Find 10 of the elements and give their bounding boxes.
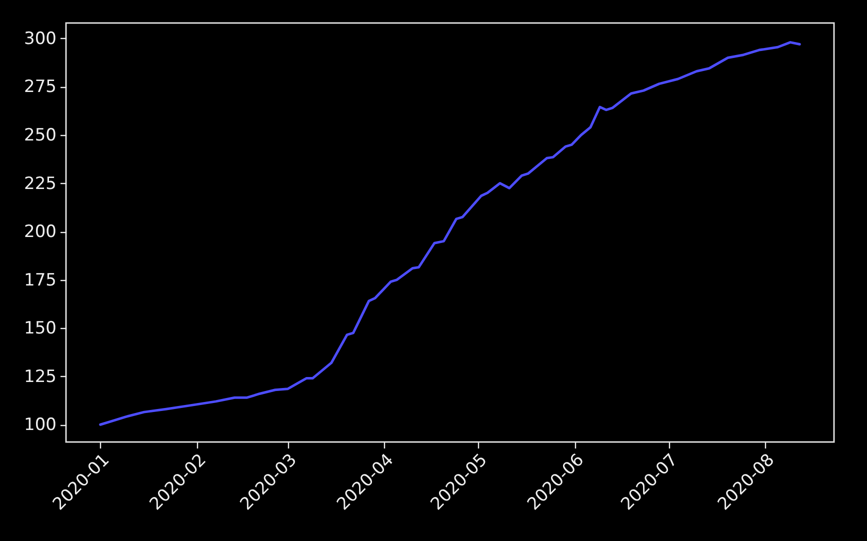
y-tick-label: 100 [24,415,56,436]
y-tick-label: 225 [24,174,56,194]
y-tick-label: 300 [24,28,56,49]
y-tick-label: 175 [24,270,56,290]
y-tick-label: 250 [24,125,56,146]
y-tick-label: 125 [24,366,56,387]
y-tick-label: 150 [24,318,56,339]
line-series [99,41,801,426]
y-tick-label: 275 [24,77,56,98]
y-tick-label: 200 [24,222,56,242]
